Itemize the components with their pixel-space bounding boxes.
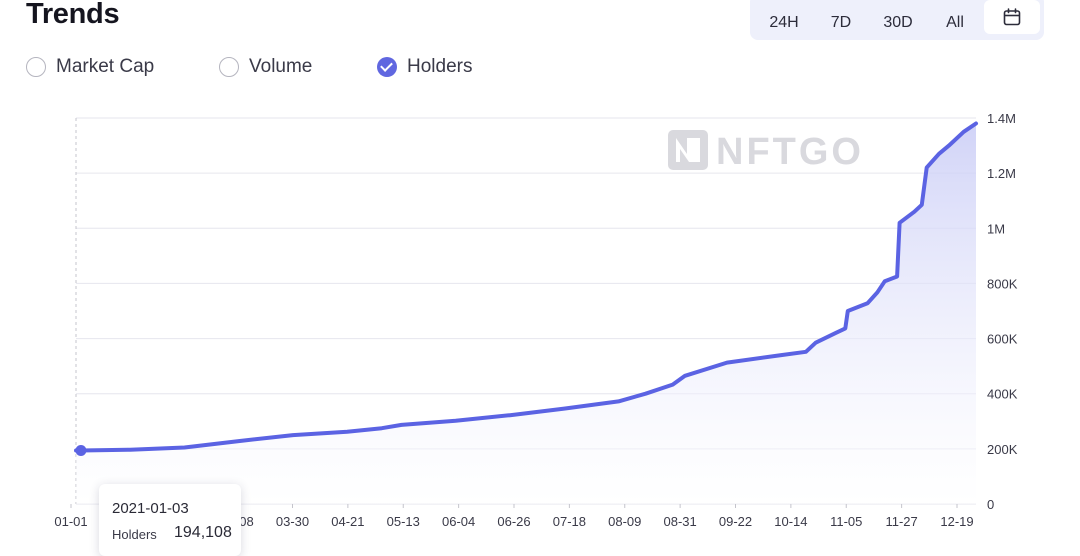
range-7d-button[interactable]: 7D: [830, 14, 852, 31]
x-tick-label: 03-30: [276, 514, 309, 529]
x-tick-label: 12-19: [940, 514, 973, 529]
y-tick-label: 1M: [987, 221, 1005, 236]
y-tick-label: 200K: [987, 442, 1018, 457]
x-tick-label: 07-18: [553, 514, 586, 529]
calendar-button[interactable]: [984, 0, 1040, 34]
x-tick-label: 11-27: [885, 514, 917, 529]
holders-area: [76, 123, 976, 504]
x-tick-label: 08-31: [664, 514, 697, 529]
x-tick-label: 09-22: [719, 514, 752, 529]
metric-volume[interactable]: Volume: [219, 54, 312, 80]
y-tick-label: 800K: [987, 276, 1018, 291]
tooltip-date: 2021-01-03: [112, 500, 189, 517]
market-cap-radio[interactable]: [26, 57, 46, 77]
x-tick-label: 10-14: [774, 514, 807, 529]
x-tick-label: 06-26: [497, 514, 530, 529]
x-tick-label: 04-21: [331, 514, 364, 529]
tooltip: 2021-01-03 Holders 194,108: [99, 484, 241, 556]
watermark-logo-glyph: [676, 138, 700, 162]
highlight-point: [75, 444, 87, 456]
range-24h-button[interactable]: 24H: [769, 14, 799, 31]
x-tick-label: 01-01: [54, 514, 87, 529]
holders-label: Holders: [407, 56, 473, 77]
range-all-button[interactable]: All: [946, 14, 964, 31]
volume-radio[interactable]: [219, 57, 239, 77]
holders-line: [74, 121, 978, 453]
y-tick-label: 1.2M: [987, 166, 1016, 181]
x-tick-label: 05-13: [387, 514, 420, 529]
x-tick-label: 08-09: [608, 514, 641, 529]
tooltip-key: Holders: [112, 527, 157, 542]
nftgo-watermark: NFTGO: [668, 130, 864, 173]
metric-holders[interactable]: Holders: [377, 54, 472, 80]
holders-radio[interactable]: [377, 57, 397, 77]
calendar-icon: [1003, 8, 1021, 26]
range-30d-button[interactable]: 30D: [883, 14, 913, 31]
y-tick-label: 0: [987, 497, 994, 512]
y-tick-label: 1.4M: [987, 111, 1016, 126]
x-tick-label: 06-04: [442, 514, 475, 529]
x-tick-label: 11-05: [830, 514, 862, 529]
tooltip-value: 194,108: [174, 524, 232, 541]
watermark-text: NFTGO: [716, 131, 864, 173]
metric-market-cap[interactable]: Market Cap: [26, 54, 154, 80]
volume-label: Volume: [249, 56, 313, 77]
y-tick-label: 400K: [987, 387, 1018, 402]
y-tick-label: 600K: [987, 332, 1018, 347]
market-cap-label: Market Cap: [56, 56, 155, 77]
page-title: Trends: [26, 0, 120, 30]
